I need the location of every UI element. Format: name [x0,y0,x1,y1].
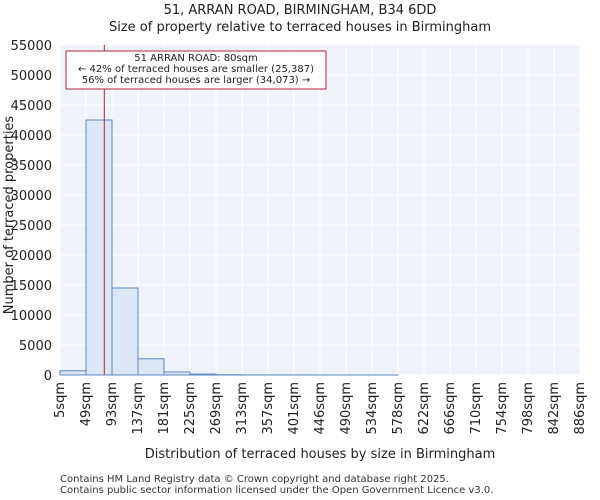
y-tick-50000: 50000 [11,69,52,84]
annotation-border [65,50,327,90]
x-tick-666sqm: 666sqm [443,382,458,435]
annotation-box: 51 ARRAN ROAD: 80sqm ← 42% of terraced h… [65,50,327,90]
y-tick-30000: 30000 [11,189,52,204]
x-tick-269sqm: 269sqm [209,382,224,435]
x-tick-754sqm: 754sqm [495,382,510,435]
chart-title: 51, ARRAN ROAD, BIRMINGHAM, B34 6DD [163,3,437,18]
y-tick-5000: 5000 [19,339,52,354]
x-tick-710sqm: 710sqm [469,382,484,435]
footer-line-2: Contains public sector information licen… [60,485,494,496]
bars [59,119,399,376]
x-tick-798sqm: 798sqm [521,382,536,435]
x-tick-622sqm: 622sqm [417,382,432,435]
grid-lines [59,44,581,376]
bar-137sqm [137,358,165,376]
y-tick-40000: 40000 [11,129,52,144]
x-tick-446sqm: 446sqm [313,382,328,435]
x-tick-886sqm: 886sqm [573,382,588,435]
x-tick-225sqm: 225sqm [183,382,198,435]
y-tick-labels: 0 5000 10000 15000 20000 25000 30000 35000 40000… [11,39,52,384]
bar-5sqm [59,370,87,376]
y-tick-0: 0 [44,369,52,384]
x-tick-5sqm: 5sqm [53,382,68,418]
bar-49sqm [85,119,113,376]
x-tick-93sqm: 93sqm [105,382,120,426]
x-tick-labels: 5sqm 49sqm 93sqm 137sqm 181sqm 225sqm 269sqm 31… [53,382,588,435]
x-tick-181sqm: 181sqm [157,382,172,435]
annotation-line-1: 51 ARRAN ROAD: 80sqm [134,53,258,64]
bar-181sqm [163,371,191,376]
x-tick-313sqm: 313sqm [235,382,250,435]
annotation-line-2: ← 42% of terraced houses are smaller (25… [78,64,314,75]
annotation-line-3: 56% of terraced houses are larger (34,07… [82,75,311,86]
x-tick-401sqm: 401sqm [287,382,302,435]
y-tick-15000: 15000 [11,279,52,294]
y-tick-25000: 25000 [11,219,52,234]
x-tick-578sqm: 578sqm [391,382,406,435]
x-tick-137sqm: 137sqm [131,382,146,435]
chart-subtitle: Size of property relative to terraced ho… [108,20,492,35]
footer-line-1: Contains HM Land Registry data © Crown c… [60,474,449,485]
y-axis-label: Number of terraced properties [2,116,17,315]
x-axis-label: Distribution of terraced houses by size … [145,447,495,462]
x-tick-842sqm: 842sqm [547,382,562,435]
x-tick-357sqm: 357sqm [261,382,276,435]
y-tick-35000: 35000 [11,159,52,174]
bar-93sqm [111,287,139,376]
x-tick-49sqm: 49sqm [79,382,94,426]
y-tick-10000: 10000 [11,309,52,324]
x-tick-490sqm: 490sqm [339,382,354,435]
y-tick-55000: 55000 [11,39,52,54]
y-tick-20000: 20000 [11,249,52,264]
bar-225sqm [189,373,217,376]
y-tick-45000: 45000 [11,99,52,114]
x-tick-534sqm: 534sqm [365,382,380,435]
